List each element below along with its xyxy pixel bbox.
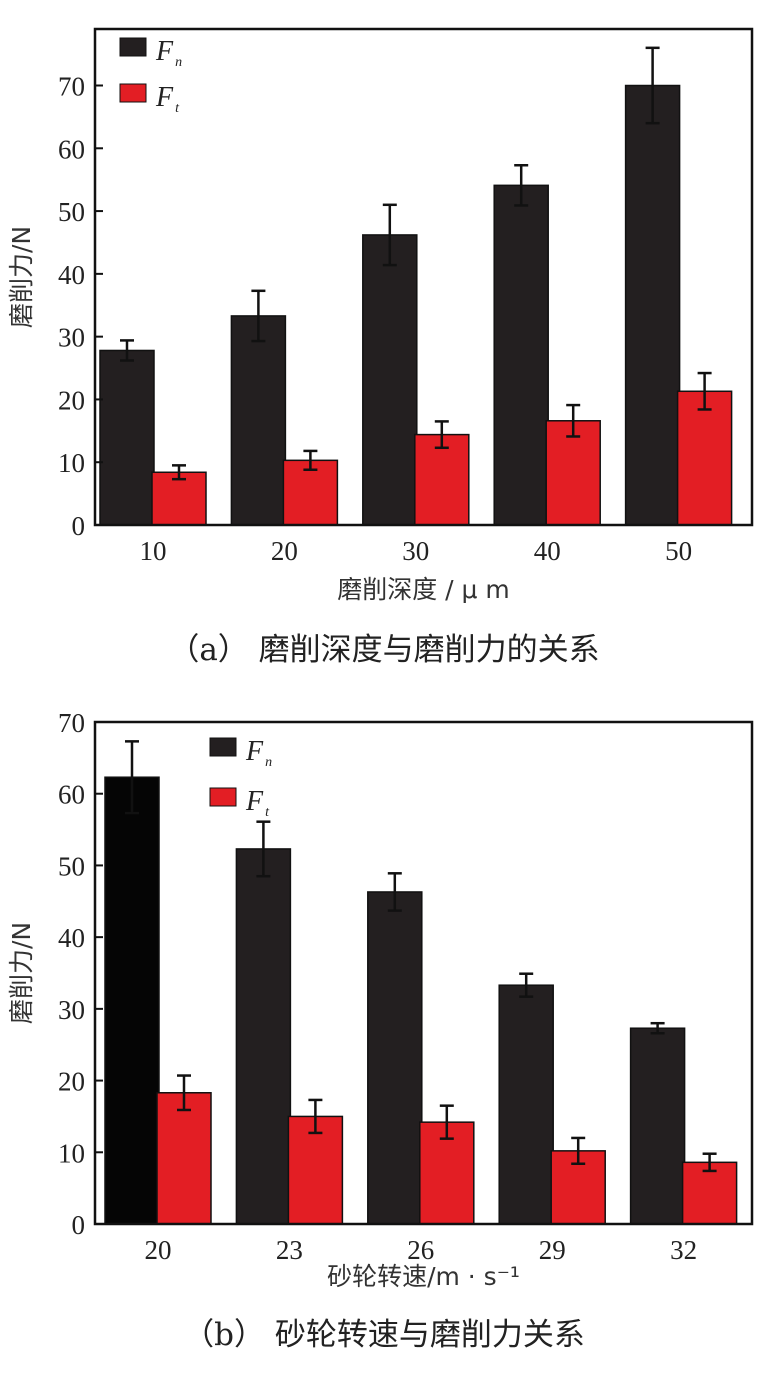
y-tick-label: 50 [58,851,85,881]
bar-n-10 [99,349,155,526]
y-tick-label: 70 [58,708,85,738]
y-tick-label: 10 [58,448,85,478]
bar-t-23 [287,1115,344,1225]
y-tick-label: 40 [58,260,85,290]
y-tick-label: 10 [58,1138,85,1168]
chart-a: 10 20 30 40 50 0 10 20 30 40 50 60 70 磨削力/N 磨削深度 / μ m… [7,27,754,668]
y-tick-label: 20 [58,1067,85,1097]
x-tick-label: 20 [271,536,298,566]
plot-frame [93,720,754,1226]
y-tick-label: 70 [58,72,85,102]
y-tick-label: 50 [58,197,85,227]
y-tick-label: 60 [58,134,85,164]
x-tick-label: 32 [670,1235,697,1265]
y-tick-label: 60 [58,780,85,810]
x-tick-label: 23 [276,1235,303,1265]
bar-n-32 [629,1027,686,1225]
figure-caption: （a） 磨削深度与磨削力的关系 [168,632,599,668]
bar-n-29 [498,984,554,1225]
x-tick-label: 30 [402,536,429,566]
x-axis-label: 磨削深度 / μ m [337,575,510,604]
legend-swatch-n [119,37,147,57]
bar-t-20 [156,1092,212,1225]
legend-swatch-t [119,83,147,103]
legend-swatch-t [209,787,237,807]
y-tick-label: 30 [58,323,85,353]
figure-caption: （b） 砂轮转速与磨削力关系 [183,1317,585,1353]
y-tick-label: 30 [58,995,85,1025]
x-axis-label: 砂轮转速/m · s⁻¹ [327,1262,520,1291]
bar-t-30 [414,433,470,526]
x-tick-label: 10 [140,536,167,566]
x-tick-label: 26 [407,1235,434,1265]
bar-n-23 [235,848,292,1225]
bar-n-30 [362,234,418,526]
bar-n-20 [104,776,160,1225]
y-tick-label: 40 [58,923,85,953]
y-tick-label: 0 [72,511,86,541]
plot-frame [93,27,754,527]
bar-t-10 [151,471,207,526]
chart-b: 20 23 26 29 32 0 10 20 30 40 50 60 70 磨削力/N 砂轮转速/m · s… [7,708,754,1353]
bar-n-50 [624,84,681,526]
bar-n-20 [230,315,287,526]
bar-n-40 [493,184,549,526]
bar-n-26 [367,891,423,1225]
x-tick-label: 20 [145,1235,172,1265]
y-axis-label: 磨削力/N [7,922,36,1024]
bar-t-50 [676,390,733,526]
legend-swatch-n [209,737,237,757]
x-tick-label: 50 [665,536,692,566]
y-tick-label: 20 [58,385,85,415]
y-tick-label: 0 [72,1210,86,1240]
x-tick-label: 29 [539,1235,566,1265]
x-tick-label: 40 [534,536,561,566]
y-axis-label: 磨削力/N [7,226,36,328]
